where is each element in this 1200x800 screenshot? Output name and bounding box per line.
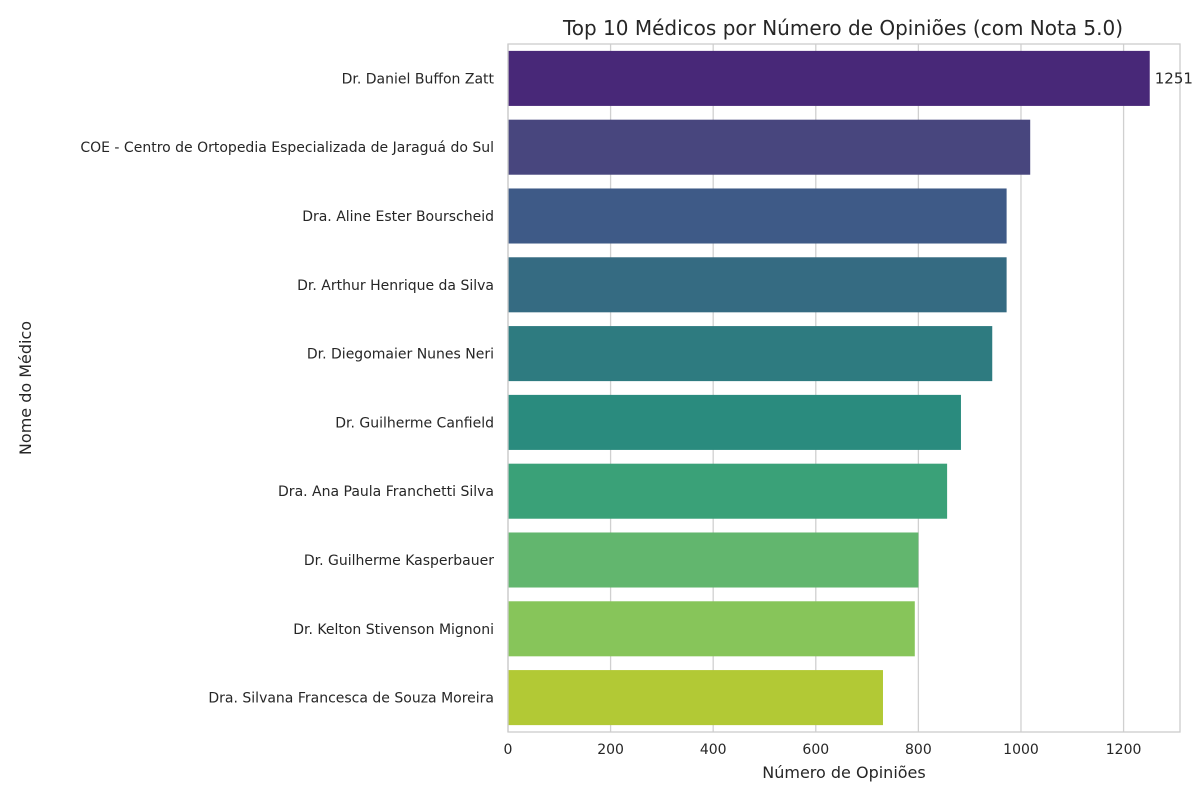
- x-tick-label: 800: [905, 742, 932, 758]
- plot-frame: [507, 43, 1181, 733]
- y-tick-label: Dra. Silvana Francesca de Souza Moreira: [208, 691, 494, 707]
- y-tick-label: COE - Centro de Ortopedia Especializada …: [80, 140, 494, 156]
- bar: [508, 50, 1150, 106]
- x-tick-label: 1000: [1003, 742, 1039, 758]
- bar: [508, 394, 961, 450]
- y-tick-label: Dra. Ana Paula Franchetti Silva: [278, 484, 494, 500]
- x-tick-label: 400: [700, 742, 727, 758]
- bar: [508, 601, 915, 657]
- y-tick-label: Dr. Kelton Stivenson Mignoni: [293, 622, 494, 638]
- x-tick-labels: 0 200 400 600 800 1000 1200: [504, 742, 1142, 758]
- data-label: 1251: [1155, 69, 1193, 87]
- x-tick-label: 200: [597, 742, 624, 758]
- bar: [508, 326, 993, 382]
- bar: [508, 257, 1007, 313]
- y-tick-label: Dr. Guilherme Canfield: [335, 415, 494, 431]
- bars: [508, 50, 1150, 726]
- x-tick-label: 0: [504, 742, 513, 758]
- y-tick-label: Dr. Guilherme Kasperbauer: [304, 553, 494, 569]
- bar: [508, 188, 1007, 244]
- y-tick-labels: Dr. Daniel Buffon Zatt COE - Centro de Or…: [80, 71, 494, 706]
- y-tick-label: Dr. Daniel Buffon Zatt: [342, 71, 495, 87]
- y-tick-label: Dr. Diegomaier Nunes Neri: [307, 347, 494, 363]
- chart-title: Top 10 Médicos por Número de Opiniões (c…: [562, 16, 1123, 40]
- x-tick-label: 1200: [1106, 742, 1142, 758]
- x-axis-label: Número de Opiniões: [762, 763, 925, 782]
- bar: [508, 670, 883, 726]
- bar: [508, 532, 919, 588]
- data-labels: 1251: [1155, 69, 1193, 87]
- x-tick-label: 600: [802, 742, 829, 758]
- bar: [508, 463, 948, 519]
- y-tick-label: Dr. Arthur Henrique da Silva: [297, 278, 494, 294]
- y-tick-label: Dra. Aline Ester Bourscheid: [302, 209, 494, 225]
- y-axis-label: Nome do Médico: [16, 321, 35, 455]
- bar: [508, 119, 1031, 175]
